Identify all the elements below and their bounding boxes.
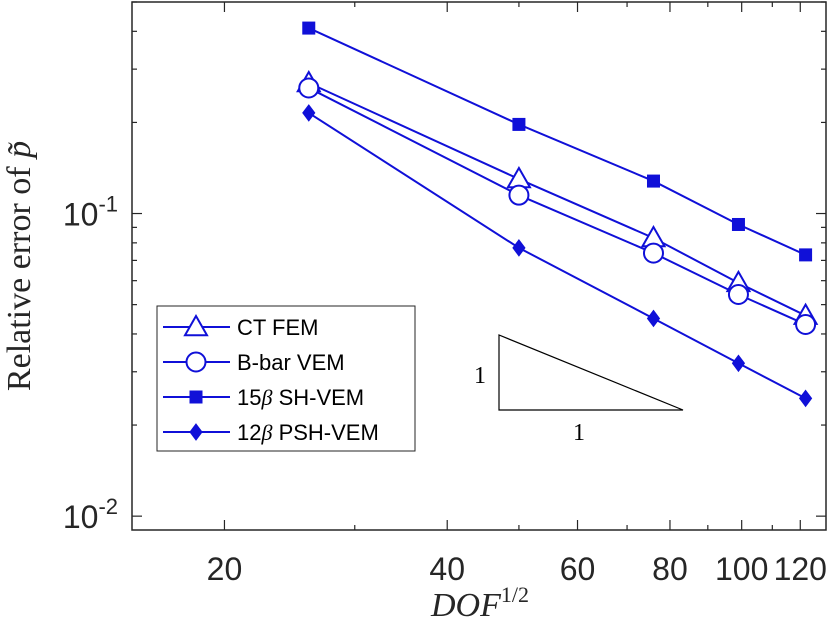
y-tick-label: 10-2 [63,494,118,535]
data-point [727,284,749,306]
legend-entry: 12β PSH-VEM [163,420,379,445]
data-point [646,174,660,188]
y-tick-label: 10-1 [63,192,118,233]
data-point [731,217,745,231]
series-square [302,21,813,262]
legend: CT FEM B-bar VEM 15β SH-VEM 12β PSH-VEM [156,305,416,452]
legend-label: 15β SH-VEM [237,385,364,410]
data-point [799,248,813,262]
slope-triangle-shape [498,334,684,411]
legend-marker [189,390,203,404]
data-point [642,242,664,264]
legend-entry: CT FEM [163,313,318,340]
legend-marker [185,351,207,373]
data-point [731,354,746,373]
data-point [508,184,530,206]
legend-entry: 15β SH-VEM [163,385,364,410]
data-point [506,166,532,189]
legend-label: CT FEM [237,315,318,340]
legend-marker [189,423,203,441]
plot-area-frame [131,1,827,531]
x-tick-label: 100 [715,551,768,587]
x-axis: 20 40 60 80 100 120 [207,2,827,587]
data-point [795,313,817,335]
slope-horizontal-label: 1 [573,420,585,446]
x-axis-title: DOF1/2 [430,582,529,624]
legend-entry: B-bar VEM [163,350,345,375]
legend-marker [183,313,209,337]
data-point [512,117,526,131]
slope-vertical-label: 1 [474,363,486,389]
data-point [646,309,661,328]
y-axis: 10-1 10-2 [63,1,826,535]
data-point [298,77,320,99]
series-layer [296,21,819,408]
series-line [308,82,807,317]
data-point [798,389,813,408]
x-tick-label: 120 [774,551,827,587]
x-tick-label: 60 [560,551,596,587]
legend-label: B-bar VEM [237,350,345,375]
series-diamond [302,104,813,408]
series-circle [298,77,817,335]
legend-label: 12β PSH-VEM [237,420,379,445]
x-tick-label: 20 [207,551,243,587]
slope-triangle: 1 1 [474,334,684,446]
y-axis-title: Relative error of p̃ [1,141,38,391]
series-line [308,27,807,256]
data-point [512,239,526,257]
data-point [302,104,316,122]
x-tick-label: 80 [652,551,688,587]
x-tick-label: 40 [429,551,465,587]
data-point [302,21,316,35]
